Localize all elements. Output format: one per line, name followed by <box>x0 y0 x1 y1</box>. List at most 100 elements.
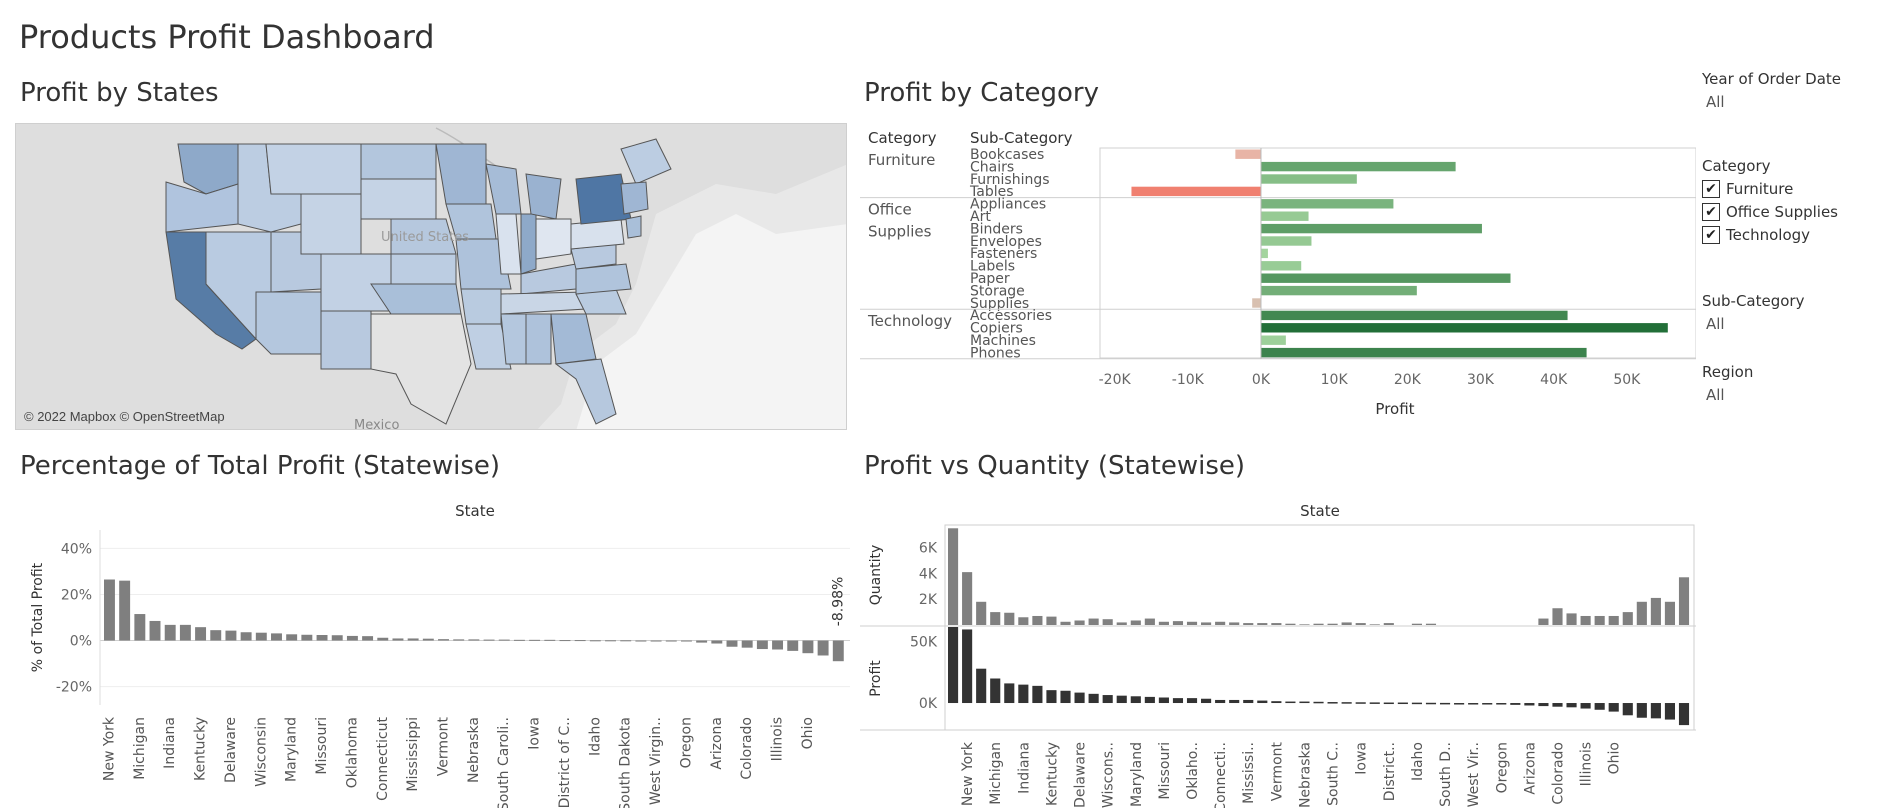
pct-bar <box>498 639 510 641</box>
pvq-x-tick: Nebraska <box>1297 742 1313 808</box>
subcategory-label-envelopes: Envelopes <box>970 234 1042 250</box>
pct-bar <box>453 639 465 641</box>
qty-bar <box>948 528 959 625</box>
pvq-x-tick: Kentucky <box>1044 742 1060 806</box>
profit-bar <box>1215 699 1226 704</box>
checkbox-office-supplies[interactable]: ✔ <box>1702 202 1720 221</box>
subcategory-label-machines: Machines <box>970 333 1036 349</box>
category-option-office-supplies[interactable]: ✔ Office Supplies <box>1702 200 1878 223</box>
category-option-furniture[interactable]: ✔ Furniture <box>1702 177 1878 200</box>
pct-x-tick: South Dakota <box>618 717 634 808</box>
category-option-technology[interactable]: ✔ Technology <box>1702 223 1878 246</box>
qty-bar <box>1538 618 1549 625</box>
qty-bar <box>1116 622 1127 625</box>
state-indiana <box>520 213 537 275</box>
subcategory-label-appliances: Appliances <box>970 197 1046 213</box>
profit-bar <box>1425 702 1437 705</box>
subcategory-label-storage: Storage <box>970 283 1025 299</box>
profit-bar <box>1664 703 1676 720</box>
pct-bar <box>346 635 358 641</box>
subcategory-label-chairs: Chairs <box>970 159 1014 175</box>
profit-y-tick: 50K <box>910 635 938 651</box>
qty-bar <box>962 572 973 625</box>
state-texas <box>370 313 472 425</box>
pct-bar <box>726 640 738 647</box>
subcategory-header: Sub-Category <box>970 129 1073 147</box>
profit-bar <box>990 678 1001 704</box>
profit-bar <box>1397 702 1408 705</box>
qty-bar <box>1664 601 1676 625</box>
qty-bar <box>1018 617 1029 625</box>
state-colorado <box>320 253 392 312</box>
map-panel-title: Profit by States <box>20 78 219 108</box>
qty-bar <box>976 601 987 625</box>
pvq-x-tick: Wiscons.. <box>1101 742 1117 808</box>
bar-labels <box>1260 261 1302 271</box>
qty-bar <box>1004 612 1015 625</box>
qty-bar <box>1566 613 1577 625</box>
checkbox-technology[interactable]: ✔ <box>1702 225 1720 244</box>
pvq-x-tick: District.. <box>1382 742 1398 801</box>
map-label-mexico: Mexico <box>354 418 399 430</box>
pvq-x-tick: Idaho <box>1410 742 1426 781</box>
qty-bar <box>1411 623 1422 625</box>
category-header: Category <box>868 129 937 147</box>
pct-bar <box>832 640 844 662</box>
profit-bar <box>1524 703 1535 706</box>
qty-bar <box>1327 623 1338 625</box>
pct-x-tick: District of C.. <box>557 717 573 808</box>
pct-x-tick: Delaware <box>223 717 239 783</box>
profit-bar <box>1622 703 1633 716</box>
bar-bookcases <box>1235 149 1261 159</box>
subcategory-label-bookcases: Bookcases <box>970 147 1044 163</box>
profit-bar <box>1271 701 1282 704</box>
checkbox-furniture[interactable]: ✔ <box>1702 179 1720 198</box>
subcategory-label-binders: Binders <box>970 221 1023 237</box>
region-filter-title: Region <box>1702 363 1754 381</box>
year-filter-value[interactable]: All <box>1706 93 1725 111</box>
pct-x-tick: Connecticut <box>375 716 391 800</box>
pct-bar <box>331 635 343 641</box>
bar-supplies <box>1252 298 1261 308</box>
pct-x-tick: Arizona <box>709 717 725 770</box>
qty-bar <box>1650 597 1661 625</box>
region-filter-value[interactable]: All <box>1706 386 1725 404</box>
subcategory-filter-value[interactable]: All <box>1706 315 1725 333</box>
pct-total-profit-chart: State 40% 20% 0% -20% % of Total Profit New Yo… <box>30 502 850 808</box>
qty-bar <box>990 612 1001 625</box>
subcategory-label-labels: Labels <box>970 259 1015 275</box>
category-filter-title: Category <box>1702 157 1771 175</box>
profit-bar <box>1327 702 1338 704</box>
pct-x-tick: South Caroli.. <box>496 717 512 808</box>
pct-bar <box>665 640 677 642</box>
state-arkansas <box>460 288 502 325</box>
pct-bar <box>392 638 404 641</box>
profit-y-axis-label: Profit <box>868 660 884 697</box>
qty-bar <box>1369 624 1380 625</box>
qty-bar <box>1552 608 1563 625</box>
state-illinois <box>495 213 522 275</box>
bar-tables <box>1131 186 1261 197</box>
profit-bar <box>1383 702 1394 705</box>
pct-bar <box>574 640 586 642</box>
profit-map[interactable]: United States Mexico © 2022 Mapbox © Ope… <box>15 123 847 430</box>
x-tick-label: 40K <box>1540 372 1568 388</box>
profit-bar <box>1243 699 1254 704</box>
qty-bar <box>1186 621 1198 625</box>
x-tick-label: 10K <box>1321 372 1349 388</box>
pct-bar <box>635 640 647 642</box>
state-missouri <box>455 238 512 290</box>
pct-x-tick: New York <box>101 716 117 781</box>
pct-bar <box>240 632 252 641</box>
pct-bar <box>620 640 632 642</box>
filters-panel: Year of Order Date All Category ✔ Furnit… <box>1702 70 1878 404</box>
state-north-dakota <box>360 143 437 180</box>
pvq-x-tick: South C.. <box>1326 742 1342 806</box>
pvq-x-tick: Delaware <box>1073 742 1089 808</box>
pct-column-header: State <box>455 502 495 520</box>
profit-bar <box>1172 698 1184 704</box>
bar-binders <box>1260 223 1482 234</box>
pct-bar <box>422 638 434 641</box>
profit-bar <box>1074 692 1085 704</box>
category-label-furniture: Furniture <box>868 151 935 169</box>
